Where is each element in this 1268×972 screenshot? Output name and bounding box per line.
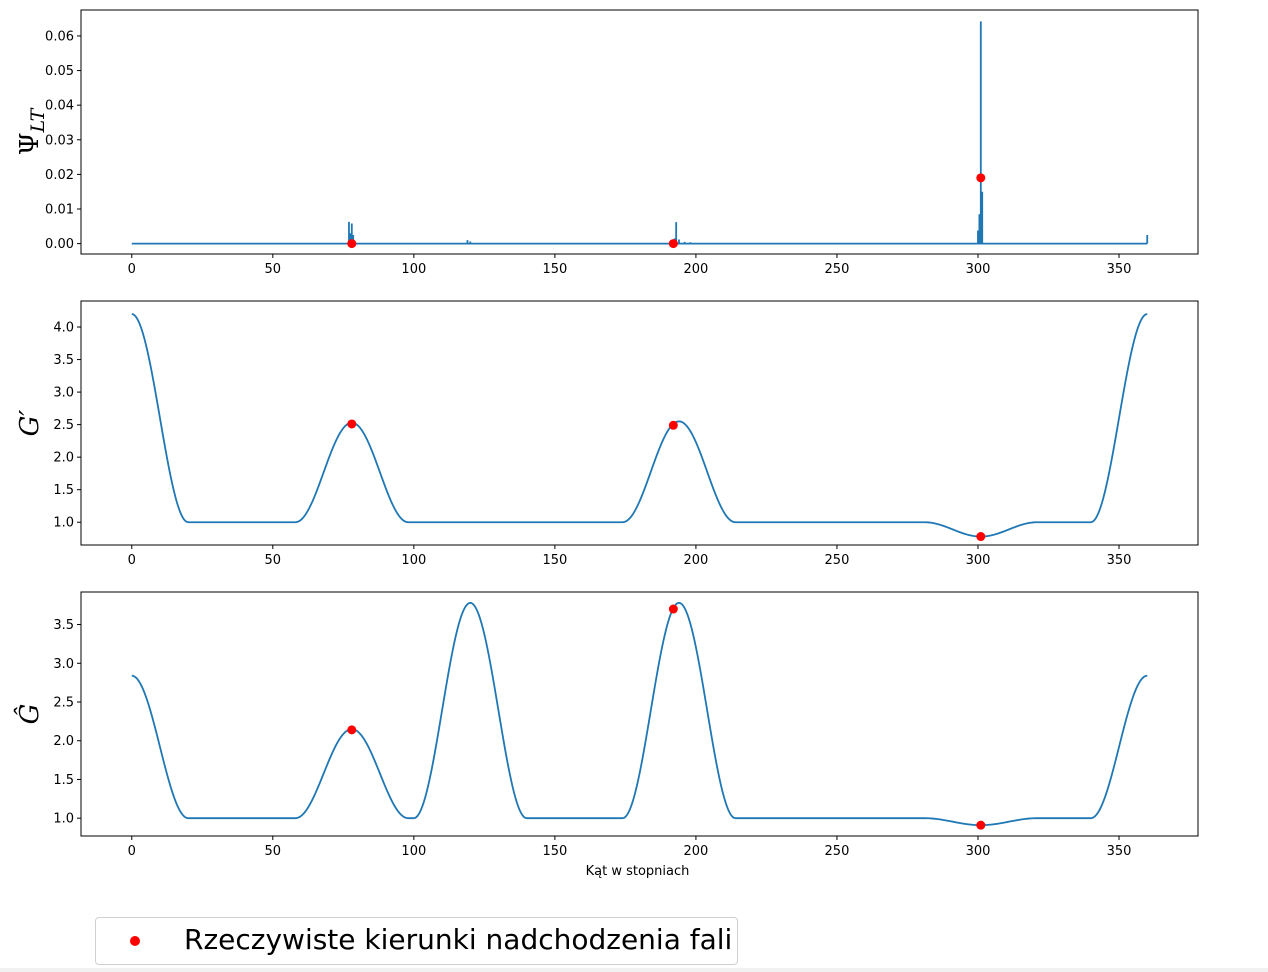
y-tick-label: 1.0 bbox=[53, 516, 74, 531]
y-tick-label: 0.03 bbox=[45, 133, 74, 148]
y-axis-title: G′ bbox=[15, 410, 45, 437]
axes-frame bbox=[80, 300, 1199, 546]
plot-psi-lt: 0 50 100 150 200 250 300 350 0.00 0.01 0.02 0.03 0.0… bbox=[15, 9, 1199, 277]
y-tick-label: 0.01 bbox=[45, 203, 74, 218]
data-line bbox=[131, 601, 1148, 827]
x-tick-label: 150 bbox=[542, 553, 567, 568]
x-tick-label: 200 bbox=[684, 262, 709, 277]
y-tick-label: 4.0 bbox=[53, 321, 74, 336]
x-tick-label: 350 bbox=[1107, 844, 1132, 859]
y-tick-label: 1.5 bbox=[53, 483, 74, 498]
true-direction-marker bbox=[347, 725, 357, 735]
y-tick-label: 0.06 bbox=[45, 29, 74, 44]
y-tick-label: 3.5 bbox=[53, 353, 74, 368]
x-tick-label: 50 bbox=[265, 844, 282, 859]
y-tick-label: 0.04 bbox=[45, 99, 74, 114]
true-direction-marker bbox=[668, 239, 678, 249]
y-tick-label: 1.0 bbox=[53, 812, 74, 827]
true-direction-marker bbox=[347, 419, 357, 429]
true-direction-marker bbox=[347, 239, 357, 249]
x-tick-label: 100 bbox=[401, 553, 426, 568]
x-tick-label: 150 bbox=[542, 844, 567, 859]
x-tick-label: 250 bbox=[825, 553, 850, 568]
y-tick-label: 2.5 bbox=[53, 695, 74, 710]
axes-frame bbox=[80, 591, 1199, 837]
x-tick-label: 350 bbox=[1107, 262, 1132, 277]
x-tick-label: 250 bbox=[825, 262, 850, 277]
x-tick-label: 250 bbox=[825, 844, 850, 859]
x-axis-title: Kąt w stopniach bbox=[586, 864, 690, 879]
data-line bbox=[131, 21, 1149, 245]
y-tick-label: 3.5 bbox=[53, 618, 74, 633]
x-tick-label: 100 bbox=[401, 844, 426, 859]
x-tick-label: 50 bbox=[265, 553, 282, 568]
true-direction-marker bbox=[976, 173, 986, 183]
y-tick-label: 0.00 bbox=[45, 237, 74, 252]
y-tick-label: 1.5 bbox=[53, 773, 74, 788]
x-tick-label: 150 bbox=[542, 262, 567, 277]
y-tick-label: 2.5 bbox=[53, 418, 74, 433]
y-axis-title: Ĝ bbox=[13, 704, 45, 725]
plot-g-hat: 0 50 100 150 200 250 300 350 1.0 1.5 2.0 2.5 3.0 3.5 Ĝ… bbox=[13, 591, 1199, 879]
x-tick-label: 300 bbox=[966, 262, 991, 277]
x-tick-label: 0 bbox=[128, 553, 136, 568]
x-tick-label: 0 bbox=[128, 262, 136, 277]
x-tick-label: 50 bbox=[265, 262, 282, 277]
x-tick-label: 300 bbox=[966, 553, 991, 568]
y-tick-label: 0.05 bbox=[45, 64, 74, 79]
y-tick-label: 3.0 bbox=[53, 657, 74, 672]
axes-frame bbox=[80, 9, 1199, 255]
y-tick-label: 0.02 bbox=[45, 168, 74, 183]
legend-label: Rzeczywiste kierunki nadchodzenia fali bbox=[184, 923, 733, 956]
x-tick-label: 0 bbox=[128, 844, 136, 859]
x-tick-label: 200 bbox=[684, 844, 709, 859]
data-line bbox=[131, 313, 1148, 538]
y-tick-label: 2.0 bbox=[53, 734, 74, 749]
x-tick-label: 100 bbox=[401, 262, 426, 277]
x-tick-label: 350 bbox=[1107, 553, 1132, 568]
y-tick-label: 3.0 bbox=[53, 386, 74, 401]
true-direction-marker bbox=[976, 532, 986, 542]
x-tick-label: 200 bbox=[684, 553, 709, 568]
legend: Rzeczywiste kierunki nadchodzenia fali bbox=[95, 917, 738, 965]
true-direction-marker bbox=[668, 420, 678, 430]
true-direction-marker bbox=[976, 820, 986, 830]
legend-marker-red-dot bbox=[130, 936, 140, 946]
y-axis-title: ΨLT bbox=[15, 107, 49, 155]
plot-g-prime: 0 50 100 150 200 250 300 350 1.0 1.5 2.0 2.5 3.0 3.5 4… bbox=[15, 300, 1199, 568]
x-tick-label: 300 bbox=[966, 844, 991, 859]
true-direction-marker bbox=[668, 604, 678, 614]
bottom-edge bbox=[0, 968, 1268, 972]
y-tick-label: 2.0 bbox=[53, 451, 74, 466]
